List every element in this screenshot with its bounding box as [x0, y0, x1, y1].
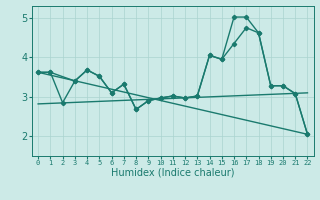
- X-axis label: Humidex (Indice chaleur): Humidex (Indice chaleur): [111, 168, 235, 178]
